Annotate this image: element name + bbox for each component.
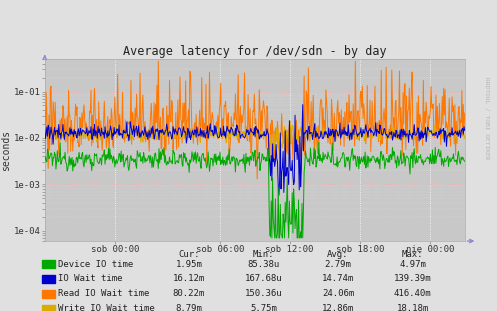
Text: 139.39m: 139.39m	[394, 275, 431, 283]
Text: 8.79m: 8.79m	[175, 304, 202, 311]
Text: 12.86m: 12.86m	[322, 304, 354, 311]
Text: Write IO Wait time: Write IO Wait time	[58, 304, 155, 311]
Text: 80.22m: 80.22m	[173, 290, 205, 298]
Text: 416.40m: 416.40m	[394, 290, 431, 298]
Text: 150.36u: 150.36u	[245, 290, 282, 298]
Text: 5.75m: 5.75m	[250, 304, 277, 311]
Text: 167.68u: 167.68u	[245, 275, 282, 283]
Text: RRDTOOL / TOBI OETIKER: RRDTOOL / TOBI OETIKER	[485, 77, 490, 160]
Text: 14.74m: 14.74m	[322, 275, 354, 283]
Text: Cur:: Cur:	[178, 250, 200, 259]
Text: 18.18m: 18.18m	[397, 304, 428, 311]
Text: Avg:: Avg:	[327, 250, 349, 259]
Text: Min:: Min:	[252, 250, 274, 259]
Text: 2.79m: 2.79m	[325, 260, 351, 268]
Text: Max:: Max:	[402, 250, 423, 259]
Y-axis label: seconds: seconds	[1, 129, 11, 171]
Title: Average latency for /dev/sdn - by day: Average latency for /dev/sdn - by day	[123, 45, 387, 58]
Text: 1.95m: 1.95m	[175, 260, 202, 268]
Text: 4.97m: 4.97m	[399, 260, 426, 268]
Text: 16.12m: 16.12m	[173, 275, 205, 283]
Text: IO Wait time: IO Wait time	[58, 275, 123, 283]
Text: Device IO time: Device IO time	[58, 260, 133, 268]
Text: Read IO Wait time: Read IO Wait time	[58, 290, 150, 298]
Text: 24.06m: 24.06m	[322, 290, 354, 298]
Text: 85.38u: 85.38u	[248, 260, 279, 268]
